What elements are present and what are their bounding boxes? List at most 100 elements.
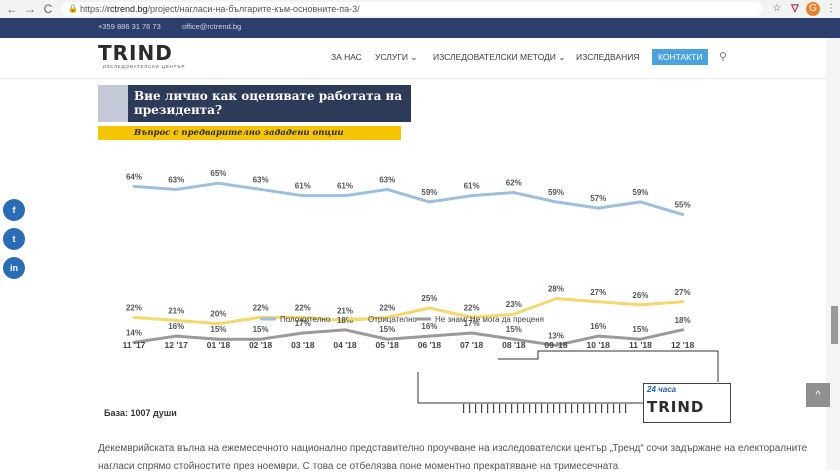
reload-icon[interactable]: C [43, 2, 53, 16]
profile-avatar[interactable]: G [806, 2, 820, 16]
source-badge: 24 часа TRIND [643, 383, 731, 423]
data-label: 25% [421, 294, 437, 303]
frame-line [417, 372, 658, 404]
x-tick-label: 04 '18 [333, 340, 357, 350]
x-tick-label: 01 '18 [207, 340, 231, 350]
data-point [132, 315, 136, 319]
series-line-1 [133, 181, 684, 216]
data-label: 61% [295, 182, 311, 191]
strip-tick [493, 404, 495, 413]
x-tick-label: 12 '18 [671, 340, 695, 350]
search-icon[interactable]: ⚲ [719, 51, 728, 63]
data-point [343, 328, 347, 332]
strip-tick [625, 404, 627, 413]
data-label: 13% [548, 331, 564, 340]
data-label: 28% [548, 285, 564, 294]
data-point [343, 318, 347, 322]
article-paragraph: Декемврийската вълна на ежемесечното нац… [98, 443, 808, 472]
page-scrollbar[interactable] [826, 38, 840, 470]
frame-line [498, 350, 719, 382]
strip-tick [523, 404, 525, 413]
email-text[interactable]: office@rctrend.bg [182, 22, 242, 31]
base-label: База: 1007 души [104, 408, 177, 418]
nav-methods[interactable]: ИЗСЛЕДОВАТЕЛСКИ МЕТОДИ ⌄ [433, 52, 565, 63]
data-point [596, 206, 600, 210]
data-point [132, 340, 136, 344]
data-label: 21% [168, 306, 184, 315]
subtitle-band [98, 126, 401, 140]
url-prefix: https:// [80, 4, 108, 14]
data-label: 22% [379, 303, 395, 312]
linkedin-share-button[interactable]: in [3, 257, 25, 279]
line-chart: 64% 63% 65% 63% 61% 61% 63% 59% 61% 62% 59% 57% 59% 5… [123, 169, 719, 413]
facebook-share-button[interactable]: f [3, 199, 25, 221]
strip-tick [583, 404, 585, 413]
data-label: 63% [168, 175, 184, 184]
data-label: 18% [675, 316, 691, 325]
data-point [638, 303, 642, 307]
data-label: 63% [379, 175, 395, 184]
data-label: 17% [295, 319, 311, 328]
data-point [301, 315, 305, 319]
data-label: 64% [126, 172, 142, 181]
x-tick-label: 03 '18 [291, 340, 315, 350]
menu-dots-icon[interactable]: ⋮ [826, 3, 836, 14]
series-line-2 [133, 297, 683, 326]
extension-shield-icon[interactable]: ▽ [791, 3, 799, 14]
data-label: 15% [210, 325, 226, 334]
data-label: 59% [632, 188, 648, 197]
data-point [216, 322, 220, 326]
data-label: 61% [337, 182, 353, 191]
data-label: 22% [126, 303, 142, 312]
nav-research[interactable]: ИЗСЛЕДВАНИЯ [576, 52, 640, 62]
strip-tick [589, 404, 591, 413]
chevron-down-icon: ⌄ [558, 52, 566, 62]
data-point [596, 300, 600, 304]
phone-text[interactable]: +359 886 31 76 73 [98, 22, 161, 31]
data-label: 16% [590, 322, 606, 331]
data-label: 22% [253, 303, 269, 312]
strip-tick [511, 404, 513, 413]
data-label: 22% [464, 303, 480, 312]
twitter-share-button[interactable]: t [3, 228, 25, 250]
x-tick-label: 05 '18 [376, 340, 400, 350]
strip-tick [541, 404, 543, 413]
back-icon[interactable]: ← [6, 2, 18, 16]
data-point [259, 187, 263, 191]
site-logo[interactable]: TRIND ИЗСЛЕДОВАТЕЛСКИ ЦЕНТЪР [98, 42, 190, 72]
nav-contacts[interactable]: КОНТАКТИ [652, 49, 709, 65]
data-point [638, 200, 642, 204]
data-point [132, 184, 136, 188]
nav-about[interactable]: ЗА НАС [331, 52, 362, 62]
data-point [554, 200, 558, 204]
legend-label: Отрицателно [368, 315, 418, 324]
nav-services[interactable]: УСЛУГИ ⌄ [375, 52, 417, 63]
legend-label: Положително [280, 315, 331, 324]
chart-title: Вие лично как оценявате работата на през… [134, 89, 403, 117]
chevron-down-icon: ⌄ [410, 52, 418, 62]
nav-services-label: УСЛУГИ [375, 52, 408, 62]
forward-icon[interactable]: → [24, 2, 36, 16]
scrollbar-thumb[interactable] [831, 306, 838, 344]
back-to-top-button[interactable]: ^ [806, 383, 830, 407]
strip-tick [499, 404, 501, 413]
bookmark-star-icon[interactable]: ☆ [772, 3, 782, 14]
badge-logo: TRIND [647, 398, 705, 416]
data-label: 14% [126, 328, 142, 337]
strip-tick [463, 404, 465, 413]
strip-tick [487, 404, 489, 413]
data-point [216, 337, 220, 341]
data-point [638, 337, 642, 341]
title-band [98, 85, 411, 122]
data-point [301, 194, 305, 198]
strip-tick [571, 404, 573, 413]
x-tick-label: 06 '18 [418, 340, 442, 350]
strip-tick [547, 404, 549, 413]
address-bar[interactable]: 🔒 https://rctrend.bg/project/нагласи-на-… [62, 2, 762, 16]
strip-tick [529, 404, 531, 413]
data-point [343, 194, 347, 198]
strip-tick [619, 404, 621, 413]
data-label: 15% [506, 325, 522, 334]
data-point [427, 306, 431, 310]
strip-tick [505, 404, 507, 413]
